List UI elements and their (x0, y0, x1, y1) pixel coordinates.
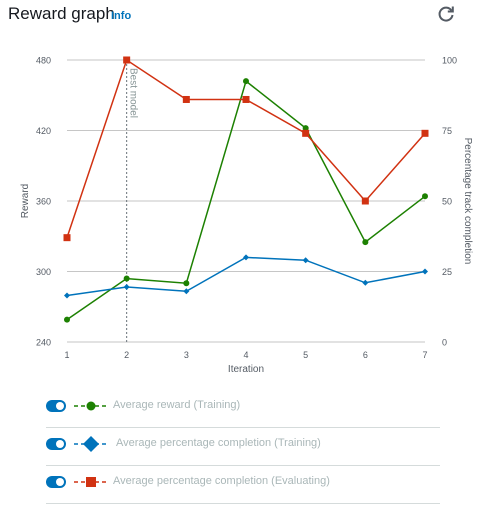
y-left-tick-label: 480 (36, 56, 51, 66)
data-point (183, 280, 190, 287)
x-axis-label: Iteration (228, 364, 264, 375)
data-point (422, 193, 428, 200)
legend-swatch-circle (74, 401, 108, 411)
legend-item-reward-training: Average reward (Training) (46, 390, 440, 428)
y-right-tick-label: 50 (442, 197, 452, 207)
toggle-reward-training[interactable] (46, 400, 66, 412)
data-point (361, 197, 369, 205)
legend-label-completion-training: Average percentage completion (Training) (116, 437, 321, 449)
data-point (302, 257, 309, 264)
toggle-completion-training[interactable] (46, 438, 66, 450)
data-point (243, 78, 249, 85)
data-point (123, 56, 131, 64)
y-left-tick-label: 360 (36, 197, 51, 207)
data-point (64, 316, 70, 323)
graph-header: Reward graph Info (8, 4, 478, 26)
info-link[interactable]: Info (111, 10, 132, 22)
toggle-completion-evaluating[interactable] (46, 476, 66, 488)
x-tick-label: 7 (422, 350, 427, 360)
data-point (123, 284, 130, 291)
reward-chart: 480 420 360 300 240 100 75 50 25 0 1 2 3 4 5 6 7 Iteratio… (20, 56, 473, 376)
data-point (123, 275, 130, 282)
x-tick-label: 6 (363, 350, 368, 360)
y-right-axis-label: Percentage track completion (462, 138, 473, 265)
y-left-axis-label: Reward (20, 184, 31, 218)
y-left-tick-label: 240 (36, 338, 51, 348)
data-point (243, 254, 249, 261)
series-line (66, 256, 426, 297)
data-point (421, 129, 429, 137)
y-right-tick-label: 75 (442, 126, 452, 136)
data-point (182, 95, 190, 103)
page-title: Reward graph (8, 4, 115, 23)
legend-swatch-square (74, 477, 108, 487)
y-right-tick-label: 100 (442, 56, 457, 66)
legend-label-completion-evaluating: Average percentage completion (Evaluatin… (113, 475, 330, 487)
best-model-label: Best model (128, 68, 139, 118)
data-point (242, 95, 250, 103)
legend-item-completion-training: Average percentage completion (Training) (46, 428, 440, 466)
x-tick-label: 4 (243, 350, 248, 360)
series-line (66, 79, 426, 321)
y-left-tick-label: 420 (36, 126, 51, 136)
refresh-icon[interactable] (436, 4, 456, 24)
x-tick-label: 5 (303, 350, 308, 360)
data-point (63, 234, 71, 242)
y-left-tick-label: 300 (36, 267, 51, 277)
data-point (302, 125, 309, 132)
data-point (362, 279, 369, 286)
legend-swatch-diamond (74, 436, 108, 452)
y-right-tick-label: 25 (442, 267, 452, 277)
data-point (64, 292, 70, 299)
x-tick-label: 3 (184, 350, 189, 360)
legend-label-reward-training: Average reward (Training) (113, 399, 241, 411)
series-line (66, 58, 426, 238)
legend-item-completion-evaluating: Average percentage completion (Evaluatin… (46, 466, 440, 504)
data-point (422, 268, 428, 275)
y-right-tick-label: 0 (442, 338, 447, 348)
x-tick-label: 2 (124, 350, 129, 360)
data-point (183, 288, 190, 295)
data-point (302, 129, 310, 137)
data-point (362, 239, 369, 246)
x-tick-label: 1 (64, 350, 69, 360)
